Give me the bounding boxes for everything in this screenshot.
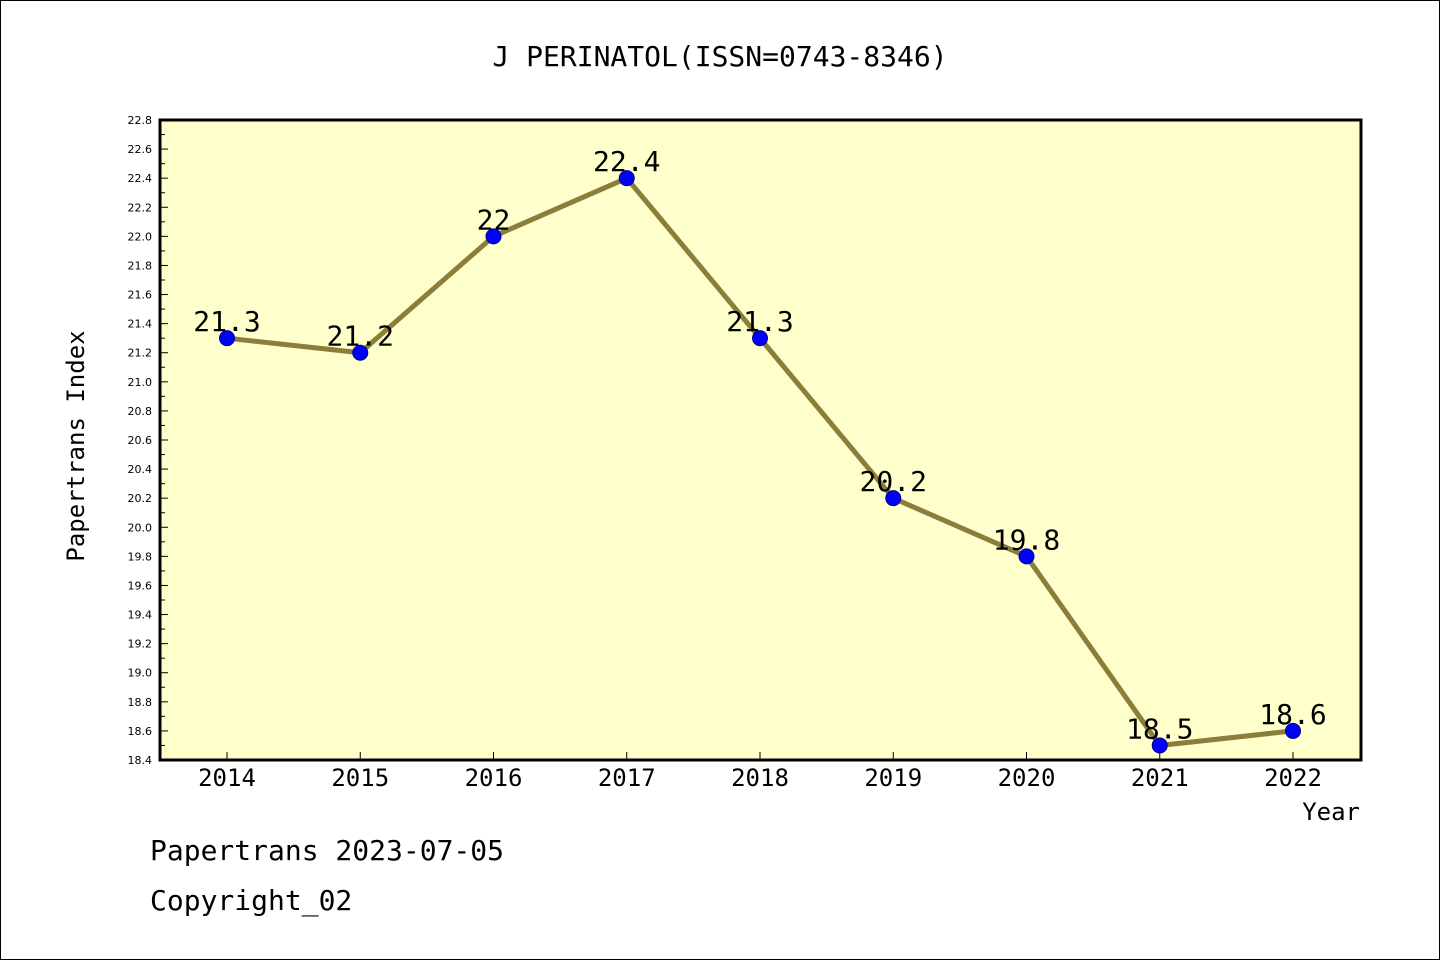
y-tick-label: 22.4: [128, 172, 153, 185]
copyright-text: Copyright_02: [150, 884, 353, 917]
data-point-marker: [1285, 722, 1301, 739]
y-tick-label: 22.2: [128, 201, 153, 214]
x-tick-label: 2021: [1131, 764, 1189, 792]
x-tick-label: 2015: [331, 764, 389, 792]
y-axis-label: Papertrans Index: [62, 330, 90, 561]
x-tick-label: 2022: [1264, 764, 1322, 792]
data-point-label: 19.8: [993, 523, 1060, 556]
chart-title: J PERINATOL(ISSN=0743-8346): [492, 40, 947, 73]
x-tick-label: 2014: [198, 764, 256, 792]
y-tick-label: 18.8: [128, 696, 153, 709]
data-markers: [219, 170, 1301, 754]
y-axis-ticks: 18.4 18.6 18.8 19.0 19.2 19.4 19.6 19.8 20.0 20.2…: [128, 114, 168, 767]
data-point-marker: [1018, 548, 1035, 565]
y-tick-label: 20.2: [128, 492, 153, 505]
y-tick-label: 18.6: [128, 725, 153, 738]
y-tick-label: 21.4: [128, 318, 153, 331]
y-tick-label: 22.8: [128, 114, 153, 127]
y-tick-label: 20.4: [128, 463, 153, 476]
data-point-marker: [752, 330, 768, 347]
data-point-label: 21.3: [193, 305, 260, 338]
data-point-marker: [618, 170, 635, 187]
data-point-label: 21.2: [327, 320, 394, 353]
y-tick-label: 22.0: [128, 230, 153, 243]
x-tick-label: 2017: [598, 764, 656, 792]
data-labels: 21.3 21.2 22 22.4 21.3 20.2 19.8 18.5 18.6: [193, 145, 1326, 745]
data-point-marker: [352, 344, 369, 361]
y-tick-label: 19.2: [128, 638, 153, 651]
y-tick-label: 21.0: [128, 376, 153, 389]
x-axis-label: Year: [1302, 798, 1360, 826]
y-tick-label: 19.0: [128, 667, 153, 680]
y-tick-label: 21.6: [128, 289, 153, 302]
data-point-label: 18.6: [1259, 698, 1326, 731]
data-point-marker: [219, 330, 235, 347]
plot-area: [160, 120, 1361, 760]
x-axis-ticks: 2014 2015 2016 2017 2018 2019 2020 2021 2022: [198, 752, 1322, 792]
x-tick-label: 2018: [731, 764, 789, 792]
y-tick-label: 20.6: [128, 434, 153, 447]
x-tick-label: 2019: [864, 764, 922, 792]
source-date-text: Papertrans 2023-07-05: [150, 834, 505, 867]
data-point-label: 20.2: [860, 465, 927, 498]
data-point-marker: [485, 228, 502, 245]
y-tick-label: 19.8: [128, 550, 153, 563]
y-tick-label: 21.8: [128, 259, 153, 272]
data-point-label: 18.5: [1126, 712, 1193, 745]
data-point-label: 22.4: [593, 145, 660, 178]
y-tick-label: 20.0: [128, 521, 153, 534]
y-tick-label: 20.8: [128, 405, 153, 418]
data-point-marker: [1151, 737, 1168, 754]
plot-border: [158, 118, 1363, 762]
data-point-marker: [885, 490, 902, 507]
data-point-label: 21.3: [726, 305, 793, 338]
y-tick-label: 22.6: [128, 143, 153, 156]
x-tick-label: 2016: [465, 764, 523, 792]
data-point-label: 22: [477, 203, 511, 236]
y-tick-label: 18.4: [128, 754, 153, 767]
x-tick-label: 2020: [998, 764, 1056, 792]
y-tick-label: 19.6: [128, 579, 153, 592]
y-tick-label: 19.4: [128, 609, 153, 622]
y-tick-label: 21.2: [128, 347, 153, 360]
